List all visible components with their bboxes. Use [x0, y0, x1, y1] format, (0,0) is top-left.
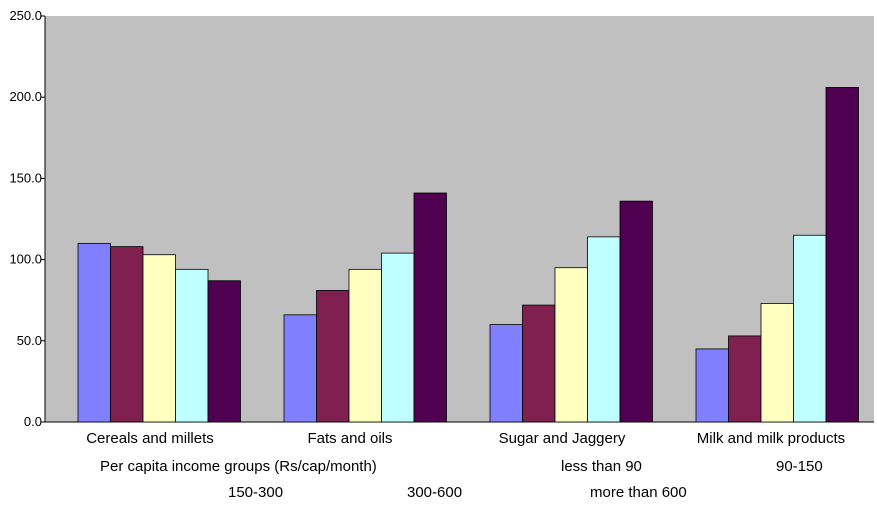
legend-entry-less-than-90: less than 90: [561, 458, 642, 475]
legend-entry-300-600: 300-600: [407, 484, 462, 501]
y-tick-label: 100.0: [9, 252, 42, 267]
legend-entry-150-300: 150-300: [228, 484, 283, 501]
legend-entry-90-150: 90-150: [776, 458, 823, 475]
legend-entry-more-than-600: more than 600: [590, 484, 687, 501]
legend-title: Per capita income groups (Rs/cap/month): [100, 458, 377, 475]
category-label: Fats and oils: [307, 430, 392, 447]
bar-2-2: [317, 290, 350, 422]
bar-5-2: [414, 193, 447, 422]
bar-3-4: [761, 303, 794, 422]
category-label: Sugar and Jaggery: [499, 430, 626, 447]
bar-1-1: [78, 243, 111, 422]
category-label: Milk and milk products: [697, 430, 845, 447]
bar-4-2: [382, 253, 415, 422]
y-tick-label: 0.0: [24, 414, 42, 429]
bar-4-3: [588, 237, 621, 422]
bar-3-1: [143, 255, 176, 422]
bar-2-1: [111, 247, 144, 422]
bar-5-4: [826, 87, 859, 422]
bar-4-4: [794, 235, 827, 422]
category-label: Cereals and millets: [86, 430, 214, 447]
bar-3-2: [349, 269, 382, 422]
bar-1-4: [696, 349, 729, 422]
bar-4-1: [176, 269, 209, 422]
y-tick-label: 50.0: [17, 333, 42, 348]
bar-5-1: [208, 281, 241, 422]
bar-1-2: [284, 315, 317, 422]
bar-1-3: [490, 325, 523, 422]
bar-2-4: [729, 336, 762, 422]
bar-5-3: [620, 201, 653, 422]
y-tick-label: 250.0: [9, 8, 42, 23]
bar-2-3: [523, 305, 556, 422]
y-tick-label: 150.0: [9, 170, 42, 185]
y-tick-label: 200.0: [9, 89, 42, 104]
bar-3-3: [555, 268, 588, 422]
